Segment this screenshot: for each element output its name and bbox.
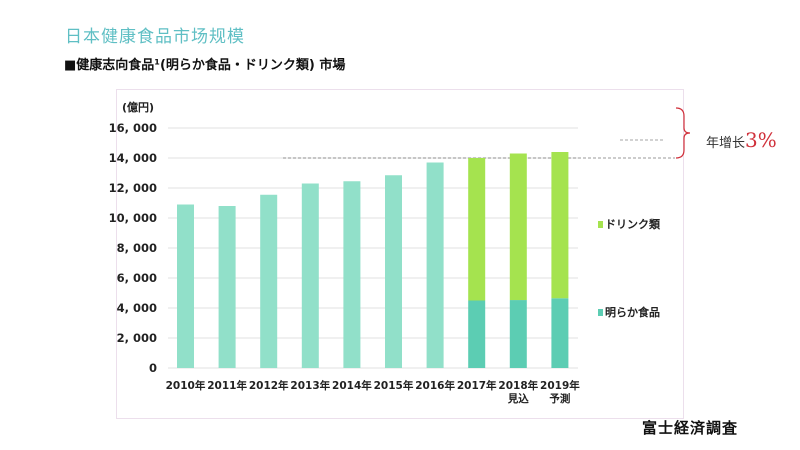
bar-total bbox=[385, 175, 402, 368]
y-tick-label: 12, 000 bbox=[109, 181, 157, 195]
y-tick-label: 14, 000 bbox=[109, 151, 157, 165]
chart-frame bbox=[116, 89, 684, 419]
bar-foods bbox=[509, 300, 527, 368]
y-axis-unit-label: (億円) bbox=[122, 100, 154, 114]
legend-swatch bbox=[598, 221, 603, 228]
chart-subtitle: ■健康志向食品¹(明らか食品・ドリンク類) 市場 bbox=[64, 58, 346, 73]
x-tick-label: 2015年 bbox=[374, 379, 414, 392]
y-tick-label: 16, 000 bbox=[109, 121, 157, 135]
bar-total bbox=[301, 183, 319, 368]
y-tick-label: 10, 000 bbox=[109, 211, 157, 225]
source-label: 富士経済調査 bbox=[642, 419, 739, 437]
legend-swatch bbox=[598, 309, 603, 316]
bar-total bbox=[343, 181, 361, 368]
legend-label: 明らか食品 bbox=[605, 305, 660, 319]
bar-drinks bbox=[468, 158, 486, 301]
x-tick-label: 2013年 bbox=[290, 379, 330, 392]
growth-annotation: 年增长3% bbox=[706, 128, 777, 152]
y-tick-label: 0 bbox=[149, 361, 157, 375]
x-tick-label: 予測 bbox=[549, 392, 570, 405]
y-tick-label: 2, 000 bbox=[117, 331, 157, 345]
y-tick-label: 8, 000 bbox=[117, 241, 157, 255]
bar-total bbox=[426, 162, 444, 368]
y-tick-label: 6, 000 bbox=[117, 271, 157, 285]
x-tick-label: 見込 bbox=[507, 392, 529, 405]
x-tick-label: 2010年 bbox=[166, 379, 206, 392]
bar-drinks bbox=[551, 152, 569, 299]
bracket-annotation bbox=[675, 107, 691, 159]
bar-total bbox=[218, 206, 236, 368]
growth-label: 年增长 bbox=[706, 136, 746, 151]
bar-total bbox=[260, 194, 278, 368]
bar-drinks bbox=[509, 153, 527, 301]
page-title: 日本健康食品市场规模 bbox=[65, 27, 245, 47]
growth-value: 3% bbox=[745, 128, 777, 152]
bar-total bbox=[177, 204, 194, 368]
bar-foods bbox=[551, 298, 569, 368]
x-tick-label: 2012年 bbox=[249, 379, 289, 392]
x-tick-label: 2017年 bbox=[457, 379, 497, 392]
bar-foods bbox=[468, 300, 486, 368]
x-tick-label: 2016年 bbox=[415, 379, 455, 392]
x-tick-label: 2019年 bbox=[540, 379, 580, 392]
x-tick-label: 2011年 bbox=[207, 379, 247, 392]
legend-label: ドリンク類 bbox=[605, 217, 661, 231]
y-tick-label: 4, 000 bbox=[117, 301, 157, 315]
x-tick-label: 2018年 bbox=[498, 379, 538, 392]
x-tick-label: 2014年 bbox=[332, 379, 372, 392]
